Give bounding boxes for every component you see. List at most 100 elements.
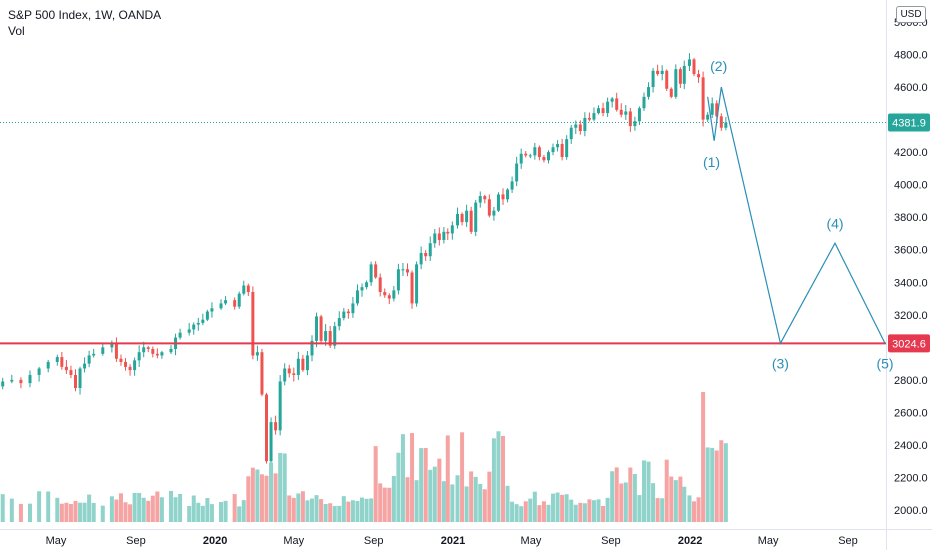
candle-body bbox=[110, 344, 114, 348]
candle-body bbox=[101, 347, 105, 354]
candle-body bbox=[569, 127, 573, 140]
volume-bar bbox=[18, 503, 23, 522]
volume-bar bbox=[269, 462, 274, 522]
price-tick-label: 4200.0 bbox=[894, 147, 928, 159]
volume-bar bbox=[541, 501, 546, 522]
volume-bar bbox=[360, 497, 365, 522]
volume-bar bbox=[146, 500, 151, 522]
candle-body bbox=[283, 368, 287, 382]
volume-bar bbox=[596, 499, 601, 522]
candle-body bbox=[337, 318, 341, 327]
candle-body bbox=[474, 202, 478, 232]
volume-bar bbox=[396, 452, 401, 522]
currency-badge[interactable]: USD bbox=[896, 6, 926, 23]
volume-bar bbox=[646, 461, 651, 522]
volume-bar bbox=[660, 498, 665, 522]
volume-bar bbox=[323, 503, 328, 522]
candle-body bbox=[124, 361, 128, 367]
candle-body bbox=[255, 352, 259, 356]
candle-body bbox=[619, 109, 623, 115]
volume-bar bbox=[491, 438, 496, 522]
volume-bar bbox=[551, 493, 556, 522]
volume-bar bbox=[473, 476, 478, 522]
volume-bar bbox=[337, 505, 342, 522]
volume-bar bbox=[696, 497, 701, 522]
candle-body bbox=[296, 358, 300, 375]
volume-bar bbox=[168, 490, 173, 522]
candle-body bbox=[701, 77, 705, 120]
volume-bar bbox=[605, 497, 610, 522]
volume-bar bbox=[378, 483, 383, 522]
candle-body bbox=[519, 153, 523, 164]
candle-body bbox=[633, 121, 637, 127]
volume-bar bbox=[118, 493, 123, 522]
candle-body bbox=[60, 357, 64, 367]
candle-body bbox=[92, 353, 96, 356]
volume-bar bbox=[132, 493, 137, 522]
volume-bar bbox=[100, 505, 105, 522]
volume-bar bbox=[68, 504, 73, 522]
volume-bar bbox=[637, 495, 642, 522]
candle-body bbox=[187, 329, 191, 333]
volume-bar bbox=[641, 460, 646, 522]
candle-body bbox=[292, 373, 296, 375]
volume-bar bbox=[296, 493, 301, 522]
volume-bar bbox=[673, 480, 678, 522]
volume-bar bbox=[241, 500, 246, 522]
time-tick-label: 2021 bbox=[441, 535, 465, 547]
volume-bar bbox=[528, 498, 533, 522]
candle-body bbox=[592, 113, 596, 120]
volume-bar bbox=[428, 469, 433, 522]
volume-bar bbox=[223, 500, 228, 522]
candle-body bbox=[351, 303, 355, 314]
candle-body bbox=[610, 98, 614, 102]
time-tick-label: Sep bbox=[126, 535, 146, 547]
time-tick-label: May bbox=[283, 535, 304, 547]
candle-body bbox=[546, 152, 550, 161]
volume-bar bbox=[610, 471, 615, 522]
candle-body bbox=[719, 116, 723, 128]
volume-bar bbox=[514, 504, 519, 522]
candle-body bbox=[37, 368, 41, 375]
candle-body bbox=[656, 70, 660, 75]
volume-bar bbox=[196, 502, 201, 522]
price-tick-label: 2600.0 bbox=[894, 407, 928, 419]
volume-bar bbox=[64, 502, 69, 522]
candle-body bbox=[628, 111, 632, 127]
price-tick-label: 2000.0 bbox=[894, 505, 928, 517]
candle-body bbox=[87, 355, 91, 364]
volume-bar bbox=[455, 475, 460, 522]
volume-bar bbox=[255, 469, 260, 522]
volume-bar bbox=[410, 433, 415, 522]
candle-body bbox=[496, 194, 500, 211]
candle-body bbox=[446, 231, 450, 234]
volume-bar bbox=[332, 506, 337, 522]
candle-body bbox=[169, 348, 173, 353]
candle-body bbox=[315, 316, 319, 341]
wave-label: (5) bbox=[876, 355, 893, 371]
volume-bar bbox=[232, 494, 237, 522]
candle-body bbox=[433, 233, 437, 244]
volume-bar bbox=[59, 503, 64, 522]
wave-label: (2) bbox=[710, 58, 727, 74]
time-tick-label: May bbox=[46, 535, 67, 547]
candle-body bbox=[287, 368, 291, 374]
plot-area[interactable] bbox=[0, 0, 886, 530]
candle-body bbox=[196, 322, 200, 325]
price-tick-label: 2400.0 bbox=[894, 440, 928, 452]
volume-bar bbox=[91, 502, 96, 522]
volume-bar bbox=[582, 503, 587, 522]
volume-bar bbox=[219, 502, 224, 522]
projection-path[interactable] bbox=[707, 86, 886, 346]
candle-body bbox=[687, 59, 691, 66]
candle-body bbox=[374, 264, 378, 278]
volume-bar bbox=[678, 476, 683, 522]
volume-bar bbox=[714, 450, 719, 522]
volume-bar bbox=[437, 458, 442, 522]
price-tick-label: 3600.0 bbox=[894, 245, 928, 257]
volume-bar bbox=[405, 477, 410, 522]
candle-body bbox=[587, 117, 591, 120]
support-price-badge-label: 3024.6 bbox=[892, 338, 926, 350]
candle-body bbox=[551, 147, 555, 153]
